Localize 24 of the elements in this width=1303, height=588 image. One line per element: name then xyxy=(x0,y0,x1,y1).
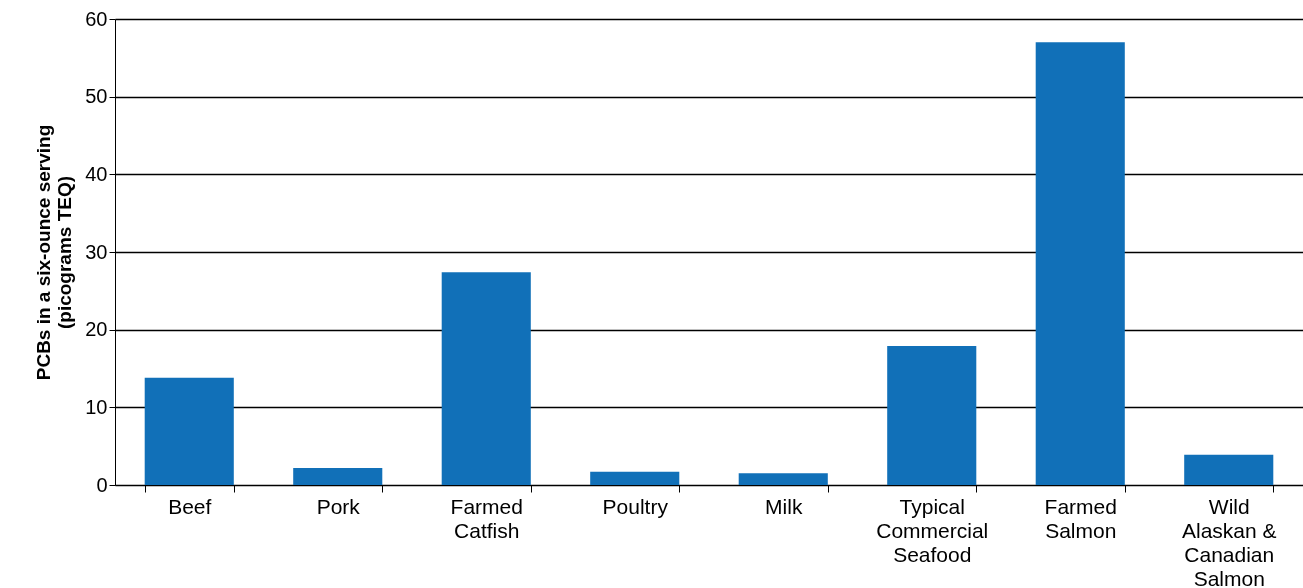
bar xyxy=(887,345,977,485)
bar xyxy=(738,473,828,485)
y-axis-title: PCBs in a six-ounce serving (picograms TEQ) xyxy=(33,124,76,381)
x-tick-label: Typical Commercial Seafood xyxy=(876,494,989,566)
x-tick-label: Farmed Catfish xyxy=(450,494,523,542)
y-tick-label: 60 xyxy=(85,7,108,30)
bar xyxy=(441,272,531,485)
bar xyxy=(144,377,234,485)
y-tick-label: 10 xyxy=(85,395,108,418)
x-tick-label: Pork xyxy=(316,494,361,518)
bar xyxy=(590,471,680,485)
y-tick-label: 20 xyxy=(85,318,108,341)
x-tick-label: Milk xyxy=(765,494,803,518)
y-tick-label: 0 xyxy=(96,473,108,496)
x-tick-label: Beef xyxy=(168,494,212,518)
y-tick-label: 30 xyxy=(85,240,108,263)
bar xyxy=(1184,454,1274,485)
x-tick-label: Farmed Salmon xyxy=(1044,494,1117,542)
bar xyxy=(1035,42,1125,485)
x-tick-label: Poultry xyxy=(602,494,669,518)
x-tick-label: Wild Alaskan & Canadian Salmon xyxy=(1181,494,1277,588)
bar xyxy=(293,467,383,485)
y-tick-label: 40 xyxy=(85,162,108,185)
y-tick-label: 50 xyxy=(85,85,108,108)
